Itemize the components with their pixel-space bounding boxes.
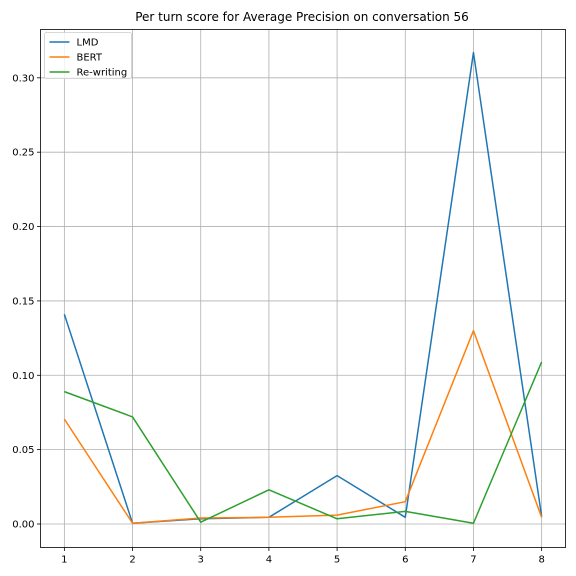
x-axis: 1 2 3 4 5 6 7 8 — [61, 547, 545, 566]
series-line-bert — [63, 329, 543, 525]
legend-box — [44, 32, 132, 79]
series-line-lmd — [63, 51, 543, 525]
x-tick-label: 8 — [538, 555, 544, 566]
chart-title: Per turn score for Average Precision on … — [135, 10, 469, 24]
y-tick-label: 0.25 — [12, 148, 34, 159]
x-tick-label: 7 — [470, 555, 476, 566]
legend-label: BERT — [77, 53, 103, 64]
x-tick-label: 2 — [129, 555, 135, 566]
y-tick-label: 0.30 — [12, 73, 34, 84]
y-tick-label: 0.10 — [12, 371, 34, 382]
y-tick-label: 0.05 — [12, 445, 34, 456]
series-line-re-writing — [64, 361, 543, 525]
y-tick-label: 0.00 — [12, 520, 34, 531]
plot-frame — [40, 29, 566, 548]
legend: LMD BERT Re-writing — [44, 32, 132, 79]
grid — [40, 29, 566, 548]
legend-label: Re-writing — [77, 68, 128, 79]
y-tick-label: 0.20 — [12, 222, 34, 233]
legend-label: LMD — [77, 38, 99, 49]
x-tick-label: 3 — [198, 555, 204, 566]
x-tick-label: 5 — [334, 555, 340, 566]
x-tick-label: 1 — [61, 555, 67, 566]
y-axis: 0.00 0.05 0.10 0.15 0.20 0.25 0.30 — [12, 73, 41, 531]
y-tick-label: 0.15 — [12, 296, 34, 307]
x-tick-label: 4 — [266, 555, 272, 566]
series-layer — [63, 51, 543, 525]
x-tick-label: 6 — [402, 555, 408, 566]
